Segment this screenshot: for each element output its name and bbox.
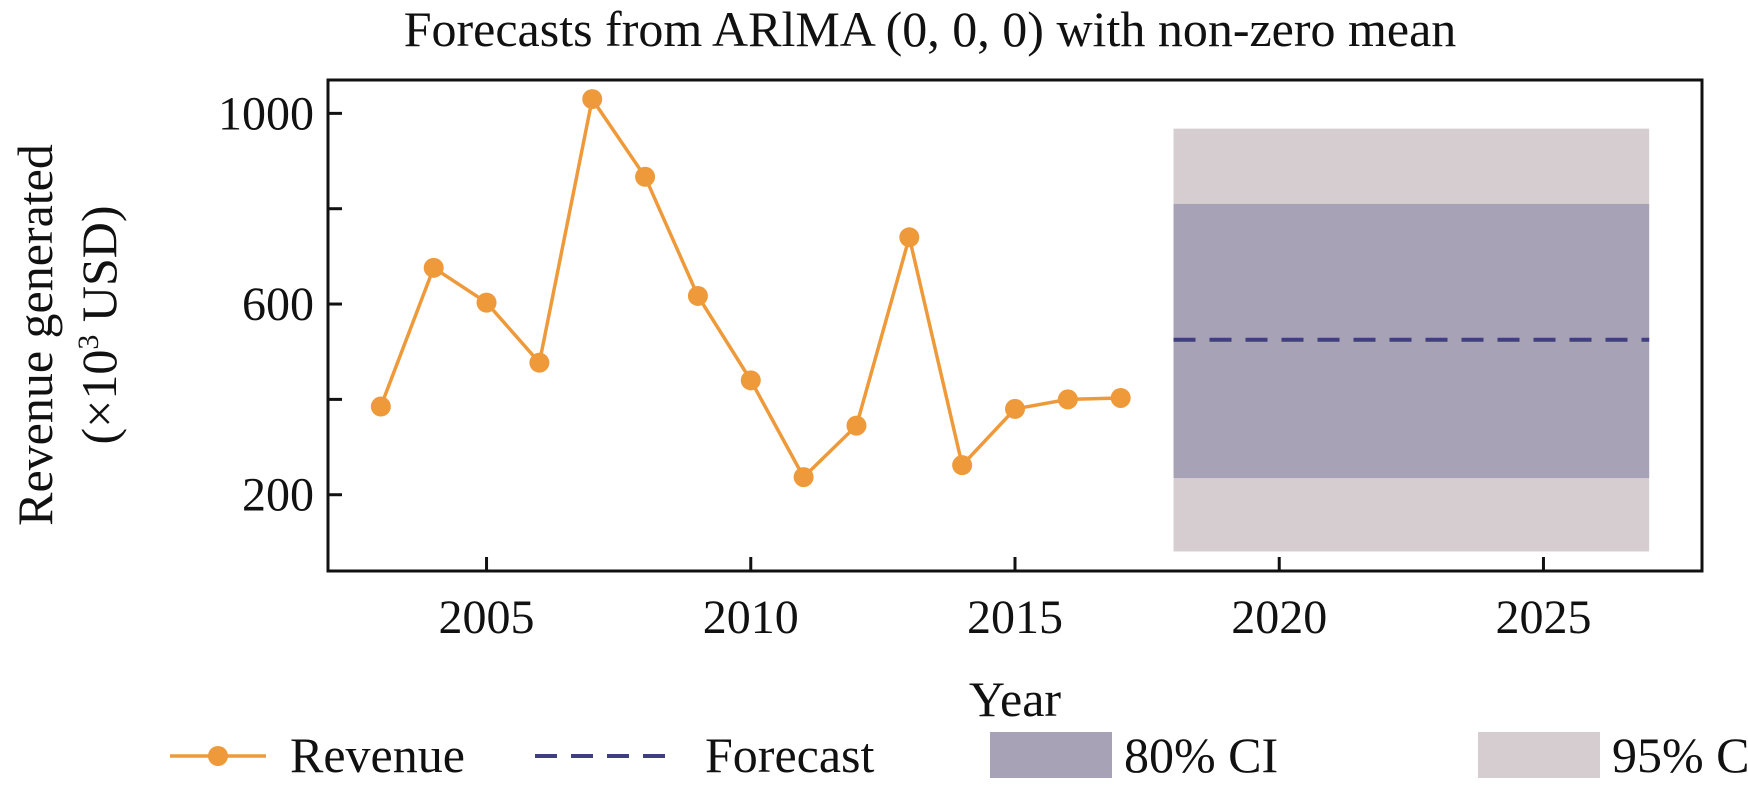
series-layer xyxy=(370,89,1650,488)
x-tick-label: 2020 xyxy=(1231,591,1327,644)
data-point-revenue xyxy=(1005,398,1025,419)
data-point-revenue xyxy=(687,285,708,306)
legend-swatch-box xyxy=(1478,732,1600,778)
data-point-revenue xyxy=(899,227,920,248)
x-tick-label: 2015 xyxy=(967,591,1063,644)
data-point-revenue xyxy=(740,370,761,391)
chart-title: Forecasts from ARlMA (0, 0, 0) with non-… xyxy=(404,1,1457,57)
legend-label: Revenue xyxy=(290,727,465,783)
data-point-revenue xyxy=(952,455,973,476)
legend-swatch-box xyxy=(990,732,1112,778)
data-point-revenue xyxy=(846,415,867,436)
legend-item-80ci: 80% CI xyxy=(990,727,1278,783)
legend-swatch-marker xyxy=(208,746,228,766)
y-tick-label: 600 xyxy=(242,278,314,331)
x-axis-label: Year xyxy=(969,671,1061,727)
data-point-revenue xyxy=(635,166,656,187)
data-point-revenue xyxy=(793,467,814,488)
series-line-revenue xyxy=(379,94,1121,480)
legend-item-revenue: Revenue xyxy=(170,727,465,783)
y-tick-label: 1000 xyxy=(218,87,314,140)
data-point-revenue xyxy=(1110,387,1131,408)
legend-item-95ci: 95% CI xyxy=(1478,727,1748,783)
data-point-revenue xyxy=(529,352,550,373)
legend: Revenue Forecast 80% CI 95% CI xyxy=(170,727,1748,783)
data-point-revenue xyxy=(582,89,603,110)
data-point-revenue xyxy=(476,292,497,313)
data-point-revenue xyxy=(1057,389,1078,410)
legend-label: 80% CI xyxy=(1124,727,1278,783)
y-axis-label: Revenue generated (×103 USD) xyxy=(7,144,127,526)
plot-frame xyxy=(326,78,1704,573)
y-axis-label-line2: (×103 USD) xyxy=(71,205,127,444)
data-point-revenue xyxy=(423,257,444,278)
legend-label: 95% CI xyxy=(1612,727,1748,783)
y-axis-label-sup: 3 xyxy=(72,335,105,350)
x-tick-label: 2010 xyxy=(703,591,799,644)
y-axis-label-line1: Revenue generated xyxy=(7,144,63,526)
y-tick-label: 200 xyxy=(242,469,314,522)
x-tick-label: 2005 xyxy=(439,591,535,644)
axes: 2005 2010 2015 2020 2025 200 600 1000 xyxy=(218,87,1591,644)
data-point-revenue xyxy=(370,396,391,417)
y-axis-label-prefix: (×10 xyxy=(71,350,127,445)
y-axis-label-suffix: USD) xyxy=(71,205,127,334)
legend-label: Forecast xyxy=(705,727,874,783)
legend-item-forecast: Forecast xyxy=(535,727,874,783)
x-tick-label: 2025 xyxy=(1495,591,1591,644)
